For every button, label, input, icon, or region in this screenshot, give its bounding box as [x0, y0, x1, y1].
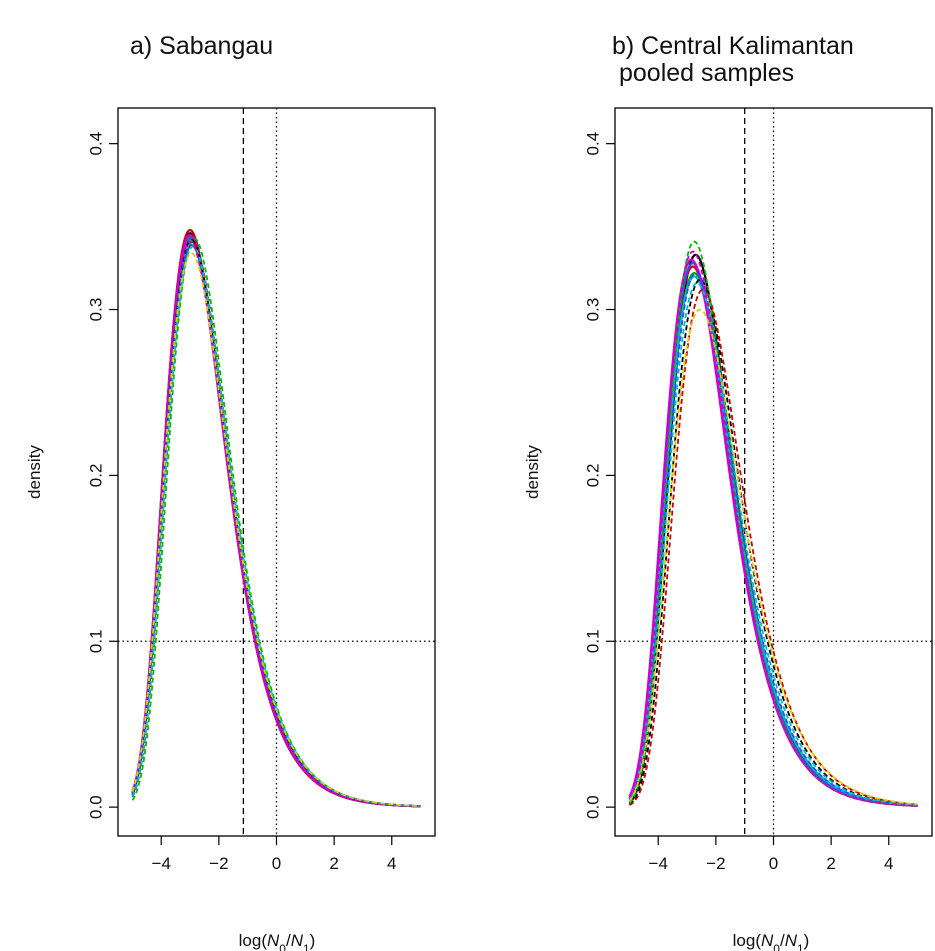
- density-curve: [628, 288, 918, 806]
- y-axis-label: density: [25, 445, 44, 499]
- x-tick-label: 2: [329, 854, 338, 873]
- x-tick-label: 0: [272, 854, 281, 873]
- density-curves: [131, 228, 421, 808]
- density-curve: [628, 258, 918, 807]
- y-tick-label: 0.0: [87, 795, 106, 819]
- y-tick-label: 0.4: [584, 132, 603, 156]
- density-curve: [628, 253, 918, 807]
- x-tick-label: 4: [387, 854, 396, 873]
- chart-title: a) Sabangau: [130, 32, 273, 60]
- y-tick-label: 0.3: [87, 298, 106, 322]
- density-curve: [131, 252, 421, 807]
- reference-lines: [118, 108, 435, 836]
- chart-title: b) Central Kalimantan: [612, 32, 854, 60]
- density-curve: [628, 250, 918, 807]
- y-tick-label: 0.1: [584, 629, 603, 653]
- x-axis-ticks: −4 −2 0 2 4: [649, 836, 894, 873]
- density-curve: [628, 282, 918, 807]
- x-axis-ticks: −4 −2 0 2 4: [152, 836, 397, 873]
- x-tick-label: 0: [769, 854, 778, 873]
- y-tick-label: 0.2: [87, 464, 106, 488]
- density-curves: [628, 240, 918, 807]
- density-curve: [628, 308, 918, 806]
- x-tick-label: −4: [649, 854, 668, 873]
- x-axis-label: log(N0/N1): [733, 931, 810, 951]
- x-axis-label: log(N0/N1): [239, 931, 316, 951]
- y-axis-ticks: 0.0 0.1 0.2 0.3 0.4: [584, 132, 615, 819]
- x-tick-label: −2: [209, 854, 228, 873]
- y-tick-label: 0.3: [584, 298, 603, 322]
- y-axis-ticks: 0.0 0.1 0.2 0.3 0.4: [87, 132, 118, 819]
- x-tick-label: −4: [152, 854, 171, 873]
- y-axis-label: density: [523, 445, 542, 499]
- density-curve: [628, 272, 918, 807]
- panel-sabangau: a) Sabangau density log(N0/N1) −4 −2 0 2 4 0…: [25, 32, 436, 951]
- density-curve: [628, 278, 918, 806]
- x-tick-label: −2: [706, 854, 725, 873]
- x-tick-label: 4: [884, 854, 893, 873]
- y-tick-label: 0.0: [584, 795, 603, 819]
- density-curve: [628, 261, 918, 807]
- y-tick-label: 0.1: [87, 629, 106, 653]
- panel-central-kalimantan: b) Central Kalimantan pooled samples den…: [523, 32, 933, 951]
- reference-lines: [615, 108, 932, 836]
- chart-subtitle: pooled samples: [619, 59, 794, 87]
- x-tick-label: 2: [826, 854, 835, 873]
- y-tick-label: 0.4: [87, 132, 106, 156]
- y-tick-label: 0.2: [584, 464, 603, 488]
